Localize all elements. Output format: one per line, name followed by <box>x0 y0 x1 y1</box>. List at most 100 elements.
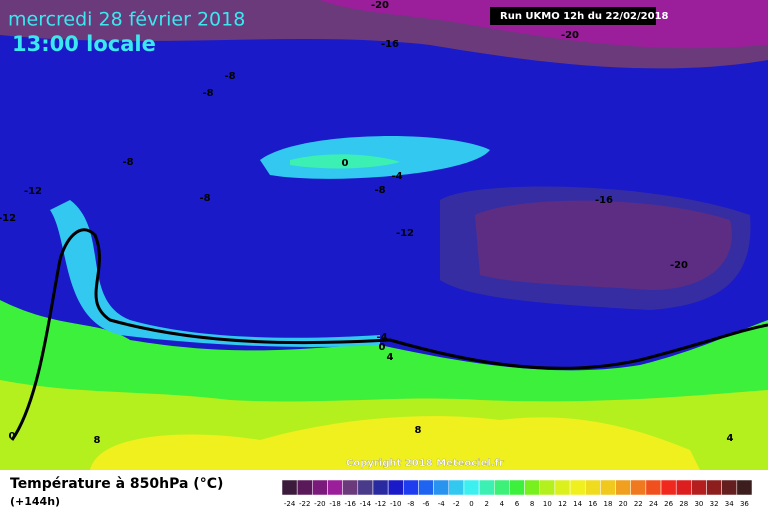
colorbar-label: -22 <box>299 500 310 508</box>
run-box <box>490 7 656 25</box>
contour-label: 0 <box>342 158 349 169</box>
colorbar-swatch <box>418 479 434 496</box>
colorbar-label: 18 <box>604 500 613 508</box>
contour-label: 4 <box>387 352 394 363</box>
colorbar-swatch <box>403 479 419 496</box>
colorbar-label: 10 <box>543 500 552 508</box>
cold-pool <box>440 186 751 310</box>
colorbar-swatch <box>494 479 510 496</box>
run-info: Run UKMO 12h du 22/02/2018 <box>500 11 669 22</box>
colorbar-swatch <box>721 479 738 496</box>
colorbar-swatch <box>433 479 450 496</box>
colorbar-swatch <box>615 479 631 496</box>
colorbar-label: 8 <box>530 500 534 508</box>
contour-label: -8 <box>202 88 213 99</box>
colorbar-label: 28 <box>679 500 688 508</box>
colorbar-swatch <box>387 479 404 496</box>
colorbar-label: 20 <box>619 500 628 508</box>
colorbar-label: 32 <box>710 500 719 508</box>
colorbar-label: -10 <box>390 500 401 508</box>
colorbar-label: -2 <box>453 500 460 508</box>
colorbar-label: -18 <box>329 500 340 508</box>
colorbar-swatch <box>312 479 328 496</box>
colorbar-swatch <box>539 479 556 496</box>
contour-label: -12 <box>24 186 42 197</box>
colorbar-label: 6 <box>515 500 520 508</box>
contour-label: -8 <box>374 185 385 196</box>
colorbar-label: 22 <box>634 500 643 508</box>
contour-label: 4 <box>727 433 734 444</box>
colorbar-swatch <box>327 479 343 496</box>
contour-labels: -20-16-20-8-8-80-4-8-8-12-12-16-12-20-40… <box>0 0 734 446</box>
contour-label: -16 <box>595 195 613 206</box>
zero-isotherm <box>10 228 768 441</box>
colorbar-label: -6 <box>423 500 431 508</box>
time-title: 13:00 locale <box>12 32 156 56</box>
colorbar-label: 2 <box>484 500 488 508</box>
colorbar-label: 14 <box>573 500 582 508</box>
colorbar-label: -24 <box>284 500 296 508</box>
footer-title: Température à 850hPa (°C) <box>10 476 223 492</box>
copyright: Copyright 2018 Meteociel.fr <box>346 458 504 469</box>
colorbar-label: -8 <box>407 500 414 508</box>
footer-lead: (+144h) <box>10 495 60 508</box>
colorbar-swatch <box>554 479 571 496</box>
contour-label: 0 <box>379 342 386 353</box>
colorbar-label: 12 <box>558 500 567 508</box>
contour-label: -20 <box>670 260 688 271</box>
contour-label: -20 <box>561 30 579 41</box>
colorbar-label: -14 <box>360 500 372 508</box>
colorbar-label: -12 <box>375 500 386 508</box>
colorbar-label: 34 <box>725 500 734 508</box>
colorbar-label: -4 <box>438 500 446 508</box>
colorbar: -24 -22 -20 -18 -16 -14 -12 -10 -8 -6 -4 -2 0 2 4 6 8 10 1… <box>281 479 753 508</box>
colorbar-swatch <box>463 479 480 496</box>
contour-label: -12 <box>396 228 414 239</box>
contour-label: -8 <box>199 193 210 204</box>
colorbar-swatch <box>448 479 465 496</box>
colorbar-swatch <box>509 479 525 496</box>
contour-label: -16 <box>381 39 399 50</box>
colorbar-label: 16 <box>588 500 597 508</box>
colorbar-swatch <box>691 479 707 496</box>
colorbar-label: 30 <box>694 500 703 508</box>
colorbar-swatch <box>357 479 374 496</box>
cold-band <box>50 200 380 347</box>
contour-label: 8 <box>415 425 422 436</box>
colorbar-label: 0 <box>469 500 473 508</box>
colorbar-label: 24 <box>649 500 658 508</box>
colorbar-label: -16 <box>345 500 357 508</box>
colorbar-swatch <box>342 479 359 496</box>
contour-label: -8 <box>122 157 133 168</box>
colorbar-label: -20 <box>314 500 325 508</box>
colorbar-label: 36 <box>740 500 749 508</box>
colorbar-swatch <box>584 479 601 496</box>
contour-label: -4 <box>391 171 402 182</box>
colorbar-label: 26 <box>664 500 673 508</box>
contour-label: 8 <box>94 435 101 446</box>
cold-band <box>290 154 400 169</box>
colorbar-swatch <box>630 479 647 496</box>
contour-label: -12 <box>0 213 16 224</box>
colorbar-swatch <box>372 479 389 496</box>
colorbar-swatch <box>706 479 722 496</box>
colorbar-label: 4 <box>500 500 505 508</box>
date-title: mercredi 28 février 2018 <box>8 9 245 31</box>
colorbar-swatch <box>645 479 662 496</box>
colorbar-swatch <box>281 479 298 496</box>
colorbar-swatch <box>569 479 586 496</box>
colorbar-swatch <box>478 479 495 496</box>
warmest-band <box>90 416 700 470</box>
colorbar-swatch <box>675 479 692 496</box>
contour-label: -20 <box>371 0 389 11</box>
contour-label: -8 <box>224 71 235 82</box>
colorbar-swatch <box>296 479 313 496</box>
contour-label: 0 <box>9 431 16 442</box>
colorbar-swatch <box>660 479 677 496</box>
colorbar-swatch <box>600 479 616 496</box>
colorbar-swatch <box>736 479 753 496</box>
colorbar-swatch <box>524 479 540 496</box>
map <box>0 0 768 470</box>
contour-label: -4 <box>376 332 387 343</box>
